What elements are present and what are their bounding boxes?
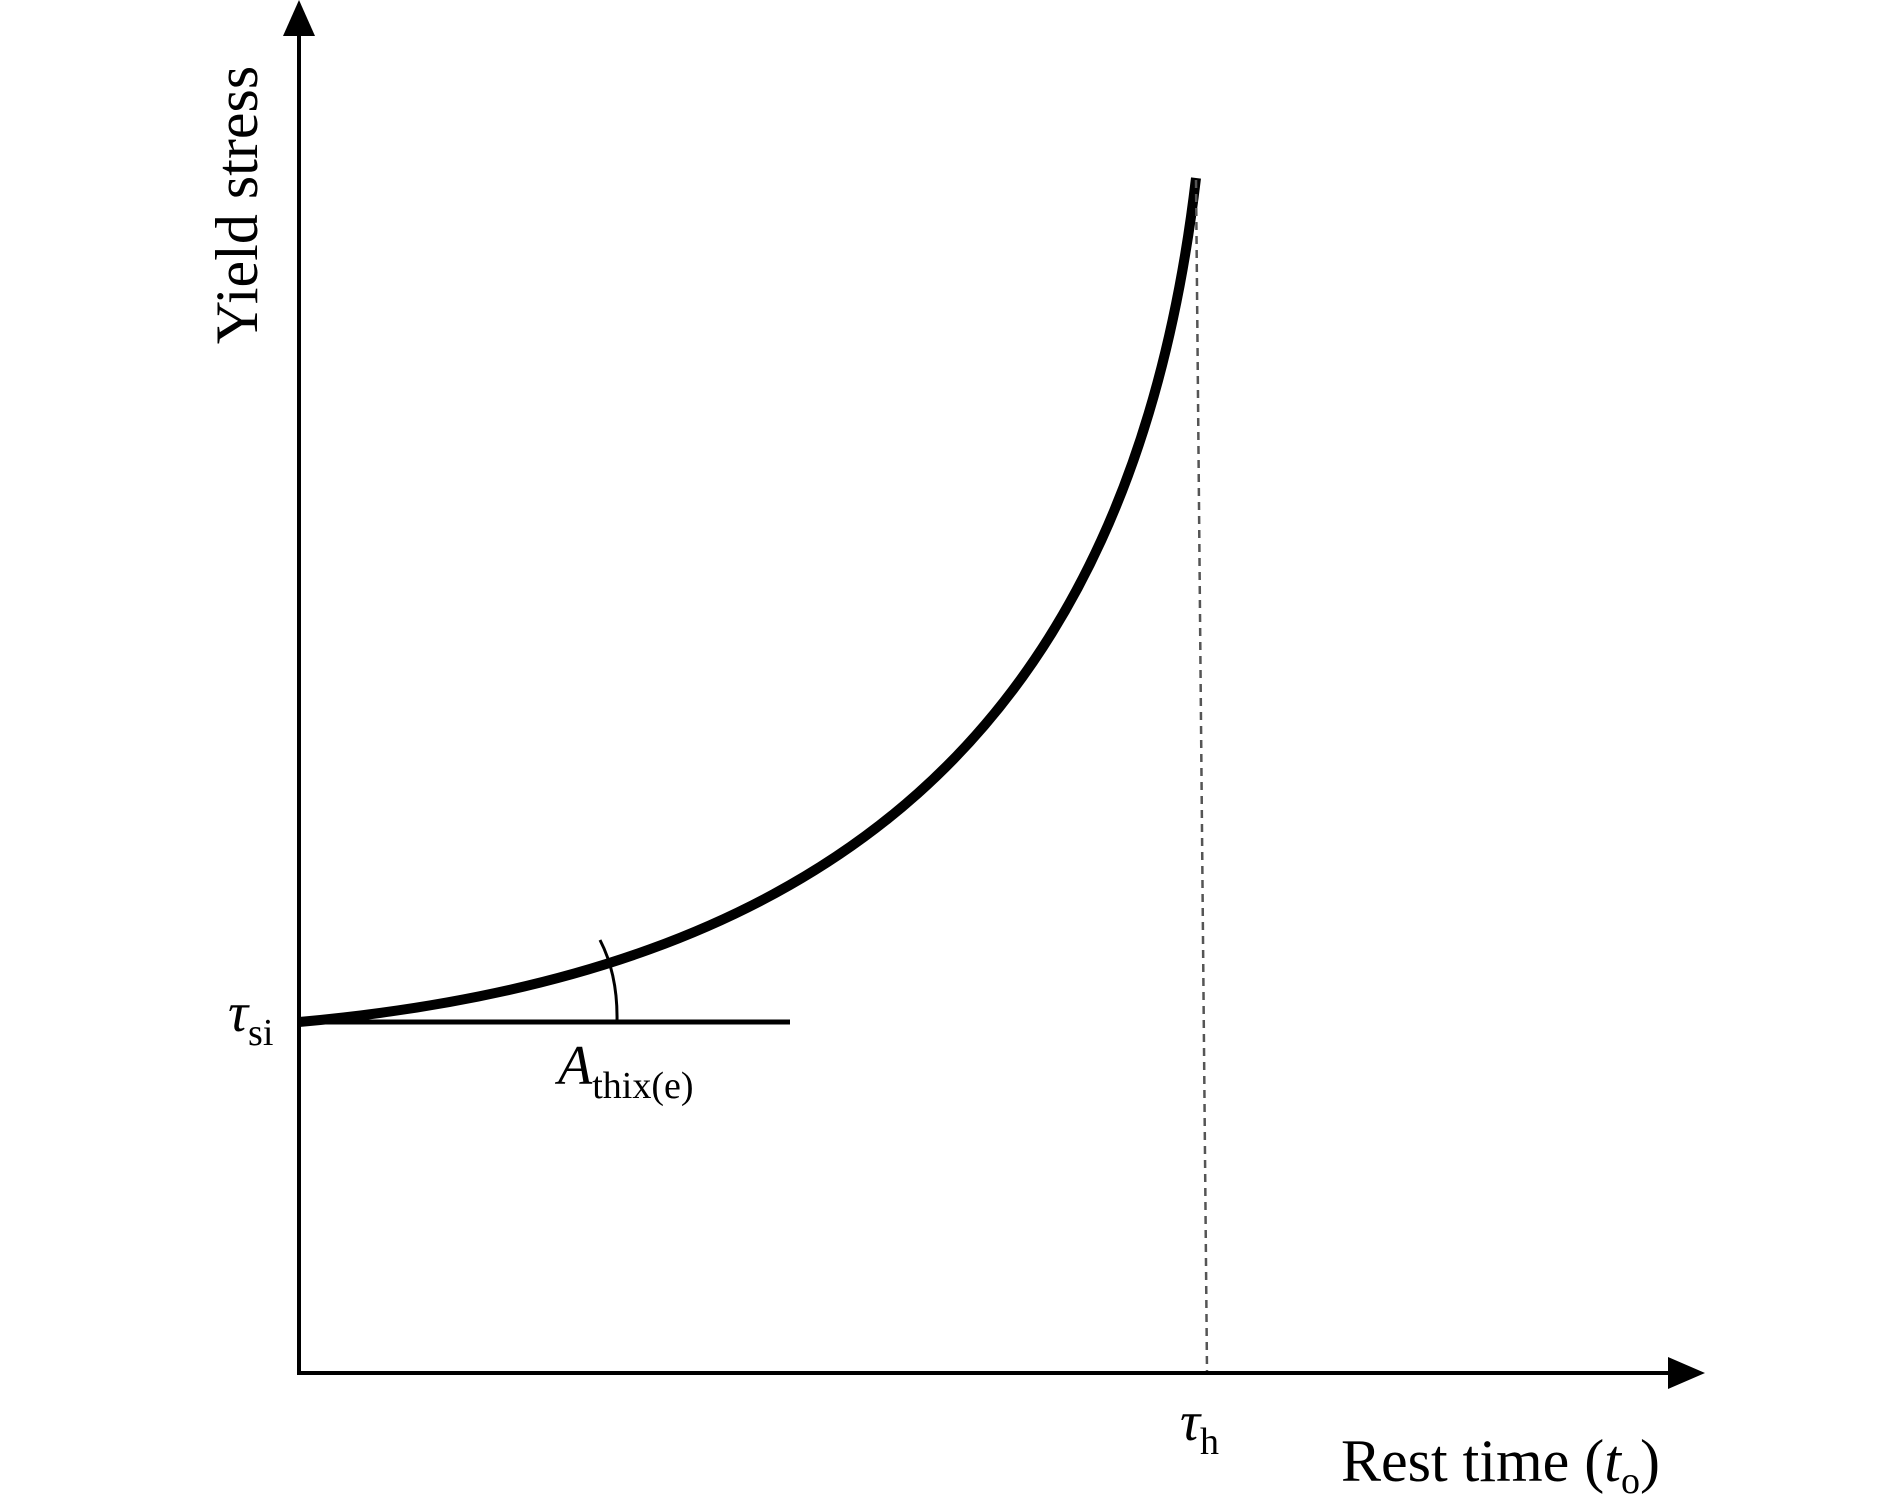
y-axis-arrowhead (283, 0, 315, 36)
time-marker-label: τh (1180, 1391, 1219, 1463)
thixotropy-angle-label: Athix(e) (554, 1035, 694, 1107)
thixotropy-angle-subscript: thix(e) (592, 1065, 693, 1107)
initial-stress-label: τsi (228, 982, 273, 1054)
thixotropy-angle-arc (598, 939, 619, 1023)
y-axis-label: Yield stress (204, 66, 270, 344)
x-axis-label-suffix: ) (1640, 1428, 1660, 1494)
initial-stress-subscript: si (248, 1012, 273, 1054)
thixotropy-angle-symbol: A (554, 1035, 593, 1097)
x-axis-label: Rest time (to) (1341, 1428, 1660, 1502)
x-axis-arrowhead (1668, 1357, 1705, 1389)
x-axis-label-symbol: t (1604, 1428, 1622, 1494)
yield-stress-growth-curve (298, 177, 1201, 1027)
time-marker-dashed-line (1194, 179, 1209, 1372)
time-marker-subscript: h (1200, 1421, 1219, 1463)
time-marker-symbol: τ (1180, 1391, 1202, 1453)
x-axis-label-prefix: Rest time ( (1341, 1428, 1604, 1494)
initial-stress-symbol: τ (228, 982, 250, 1044)
x-axis-label-subscript: o (1621, 1460, 1640, 1502)
